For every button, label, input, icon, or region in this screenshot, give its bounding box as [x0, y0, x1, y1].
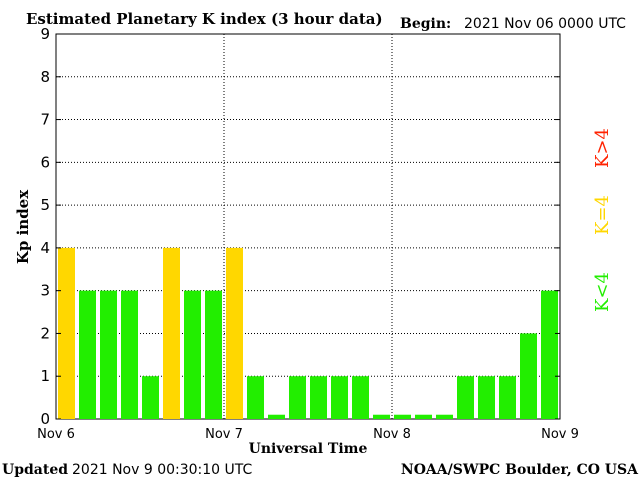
- bar-10: [268, 414, 285, 419]
- bar-18: [436, 414, 453, 419]
- bar-15: [373, 414, 390, 419]
- bar-11: [289, 376, 306, 419]
- updated-timestamp: 2021 Nov 9 00:30:10 UTC: [72, 462, 253, 478]
- bar-3: [121, 290, 138, 419]
- x-axis-label: Universal Time: [249, 441, 368, 457]
- begin-label: Begin:: [400, 16, 451, 32]
- y-tick-label-7: 7: [40, 111, 50, 129]
- x-tick-label-0: Nov 6: [37, 427, 75, 442]
- y-tick-label-2: 2: [40, 324, 50, 342]
- y-tick-label-4: 4: [40, 239, 50, 257]
- y-tick-label-1: 1: [40, 367, 50, 385]
- y-axis-label: Kp index: [14, 189, 32, 264]
- y-tick-label-6: 6: [40, 153, 50, 171]
- plot-area: [55, 33, 561, 420]
- bar-8: [226, 247, 243, 419]
- bar-21: [499, 376, 516, 419]
- bar-13: [331, 376, 348, 419]
- gridlines: [56, 34, 560, 419]
- y-axis-ticks: 0 1 2 3 4 5 6 7 8 9: [40, 25, 560, 428]
- bar-19: [457, 376, 474, 419]
- credit: NOAA/SWPC Boulder, CO USA: [401, 462, 639, 478]
- chart-title: Estimated Planetary K index (3 hour data…: [26, 10, 383, 28]
- x-axis-ticks: Nov 6 Nov 7 Nov 8 Nov 9: [37, 427, 579, 442]
- y-tick-label-3: 3: [40, 282, 50, 300]
- bar-20: [478, 376, 495, 419]
- bar-17: [415, 414, 432, 419]
- updated-label: Updated: [2, 462, 68, 478]
- legend-k-less-4: K<4: [592, 272, 613, 312]
- bar-5: [163, 247, 180, 419]
- y-tick-label-0: 0: [40, 410, 50, 428]
- x-tick-label-1: Nov 7: [205, 427, 243, 442]
- bar-22: [520, 333, 537, 419]
- y-tick-label-5: 5: [40, 196, 50, 214]
- bar-16: [394, 414, 411, 419]
- y-tick-label-8: 8: [40, 68, 50, 86]
- legend-k-equal-4: K=4: [592, 195, 613, 235]
- legend-k-greater-4: K>4: [592, 128, 613, 168]
- y-tick-label-9: 9: [40, 25, 50, 43]
- bar-6: [184, 290, 201, 419]
- bar-0: [58, 247, 75, 419]
- begin-date: 2021 Nov 06 0000 UTC: [464, 16, 626, 32]
- bar-23: [541, 290, 558, 419]
- x-tick-label-3: Nov 9: [541, 427, 579, 442]
- bar-1: [79, 290, 96, 419]
- bar-12: [310, 376, 327, 419]
- bar-series: [58, 247, 558, 419]
- bar-2: [100, 290, 117, 419]
- bar-4: [142, 376, 159, 419]
- x-tick-label-2: Nov 8: [373, 427, 411, 442]
- bar-9: [247, 376, 264, 419]
- bar-7: [205, 290, 222, 419]
- bar-14: [352, 376, 369, 419]
